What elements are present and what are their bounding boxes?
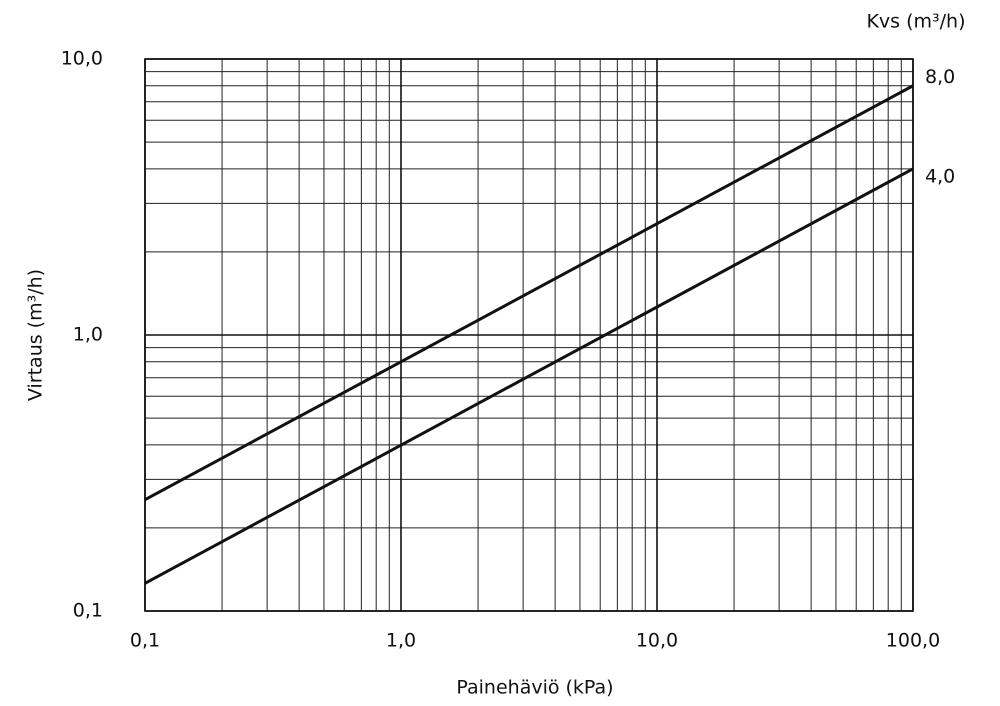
y-tick-label: 1,0 [73,324,103,346]
legend-title: Kvs (m³/h) [866,11,965,33]
series-line [144,84,914,502]
x-axis-title: Painehäviö (kPa) [456,677,613,699]
y-axis-title: Virtaus (m³/h) [25,269,47,401]
y-tick-label: 10,0 [61,48,103,70]
x-tick-label: 1,0 [386,630,416,652]
plot-frame [144,58,914,612]
x-tick-label: 100,0 [886,630,940,652]
series-label: 8,0 [925,66,955,88]
x-tick-label: 10,0 [636,630,678,652]
series-label: 4,0 [925,165,955,187]
x-tick-label: 0,1 [130,630,160,652]
series-line [144,167,914,585]
y-tick-label: 0,1 [73,600,103,622]
